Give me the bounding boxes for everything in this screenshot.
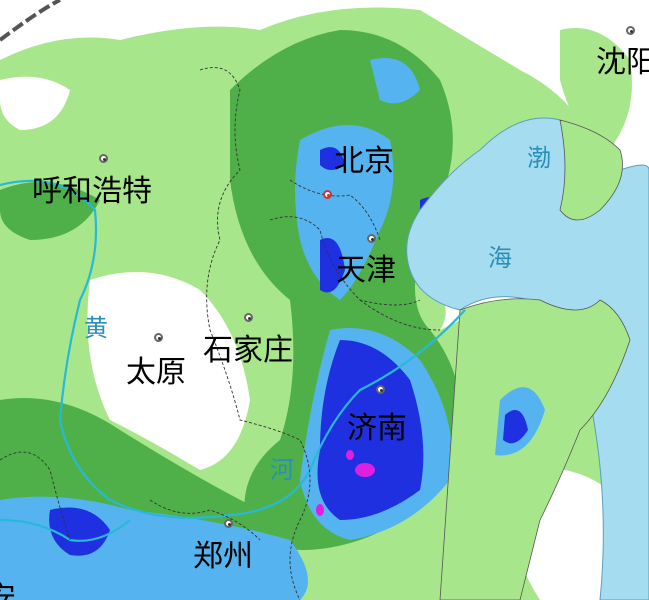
river-label-huang: 黄 [84,314,108,342]
sea-label-hai: 海 [488,244,512,272]
city-marker-shenyang[interactable] [626,26,635,35]
city-label-xian-partial: 安 [0,581,16,600]
city-marker-beijing[interactable] [323,190,332,199]
city-label-shenyang: 沈阳 [596,45,649,80]
shandong-rainstorm [503,410,528,444]
rainstorm-area [49,147,525,556]
city-label-beijing: 北京 [334,144,394,179]
city-label-shijiazhuang: 石家庄 [203,333,293,368]
yellow-river [0,179,466,519]
city-marker-taiyuan[interactable] [154,333,163,342]
city-marker-hohhot[interactable] [99,154,108,163]
liaodong-peninsula [559,119,623,221]
city-label-taiyuan: 太原 [126,355,186,390]
city-marker-tianjin[interactable] [367,234,376,243]
city-label-jinan: 济南 [347,411,407,446]
city-marker-shijiazhuang[interactable] [244,313,253,322]
city-label-tianjin: 天津 [336,253,396,288]
national-border [0,0,61,42]
city-label-hohhot: 呼和浩特 [32,174,152,209]
city-label-zhengzhou: 郑州 [193,539,253,574]
heavy-rainstorm-area [316,422,515,516]
province-borders [0,67,441,600]
sea-label-bo: 渤 [527,144,551,172]
city-marker-zhengzhou[interactable] [224,519,233,528]
bohai-sea [406,117,649,600]
shandong-peninsula [439,298,631,600]
city-marker-jinan[interactable] [376,385,385,394]
river-label-he: 河 [270,456,294,484]
